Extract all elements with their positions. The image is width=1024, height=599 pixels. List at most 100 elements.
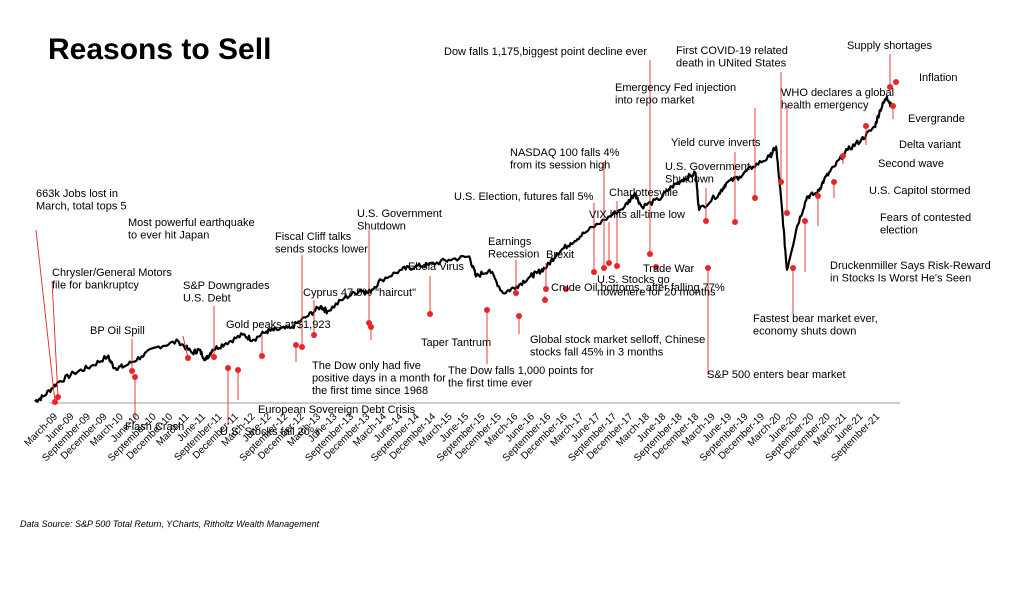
annotation-label-line: to ever hit Japan [128, 230, 209, 242]
annotation-label: Ebola Virus [408, 261, 465, 273]
annotation-marker [211, 354, 217, 360]
annotation-label-line: European Sovereign Debt Crisis [258, 404, 416, 416]
annotation-label: First COVID-19 related death in UNited St… [676, 45, 788, 70]
annotation-label: U.S. Stocks fall 20% [220, 426, 320, 438]
annotation-label-line: Emergency Fed injection [615, 82, 736, 94]
annotation-label-line: U.S. Election, futures fall 5% [454, 191, 594, 203]
annotation-marker [225, 365, 231, 371]
annotation-label-line: VIX hits all-time low [589, 209, 685, 221]
annotation-marker [513, 290, 519, 296]
annotation-label-line: Recession [488, 249, 539, 261]
annotation-label: Emergency Fed injection into repo market [615, 82, 736, 107]
annotation-marker [890, 103, 896, 109]
annotation-label: U.S. Election, futures fall 5% [454, 191, 594, 203]
annotation-label-line: Charlottesville [609, 187, 678, 199]
annotation-label-line: U.S. Government [665, 161, 750, 173]
annotation-label-line: Druckenmiller Says Risk-Reward [830, 260, 991, 272]
annotation-marker [831, 179, 837, 185]
annotation-label-line: Most powerful earthquake [128, 217, 255, 229]
annotation-label-line: S&P 500 enters bear market [707, 369, 846, 381]
annotation-label-line: Flash Crash [125, 421, 184, 433]
annotation-label-line: positive days in a month for [312, 373, 446, 385]
annotation-label-line: U.S. Government [357, 208, 442, 220]
annotation-marker [752, 195, 758, 201]
annotation-label-line: from its session high [510, 160, 610, 172]
annotation-marker [55, 394, 61, 400]
annotation-marker [802, 218, 808, 224]
annotation-marker [543, 286, 549, 292]
annotation-label: Taper Tantrum [421, 337, 491, 349]
annotation-marker [653, 264, 659, 270]
annotation-label-line: election [880, 225, 918, 237]
annotation-label: S&P 500 enters bear market [707, 369, 846, 381]
annotation-label-line: Cyprus 47.5% "haircut" [303, 287, 416, 299]
annotation-marker [185, 355, 191, 361]
annotation-label-line: stocks fall 45% in 3 months [530, 347, 664, 359]
annotation-label-line: Evergrande [908, 113, 965, 125]
annotation-label-line: Dow falls 1,175,biggest point decline ev… [444, 46, 647, 58]
annotation-label: U.S. Government Shutdown [665, 161, 750, 186]
annotation-label-line: Shutdown [665, 174, 714, 186]
annotation-marker [887, 84, 893, 90]
annotation-label: Dow falls 1,175,biggest point decline ev… [444, 46, 647, 58]
annotation-marker [893, 79, 899, 85]
annotation-label: Inflation [919, 72, 958, 84]
annotation-label-line: Brexit [546, 249, 574, 261]
annotation-label-line: Yield curve inverts [671, 137, 761, 149]
annotation-marker [52, 399, 58, 405]
annotation-label-line: The Dow falls 1,000 points for [448, 365, 594, 377]
annotation-marker [601, 265, 607, 271]
annotation-label-line: The Dow only had five [312, 360, 421, 372]
annotation-marker [591, 269, 597, 275]
annotation-label: Druckenmiller Says Risk-Reward in Stocks … [830, 260, 991, 285]
annotation-marker [129, 368, 135, 374]
annotation-leader [51, 280, 59, 398]
annotation-label-line: health emergency [781, 100, 869, 112]
annotation-label-line: Global stock market selloff, Chinese [530, 334, 705, 346]
annotation-label: WHO declares a global health emergency [781, 87, 894, 112]
annotation-label: Chrysler/General Motors file for bankrupt… [52, 267, 172, 292]
annotation-label: Delta variant [899, 139, 961, 151]
annotation-label: European Sovereign Debt Crisis [258, 404, 416, 416]
annotation-label-line: 663k Jobs lost in [36, 188, 118, 200]
annotation-labels: 663k Jobs lost in March, total tops 5 Chry… [36, 40, 991, 438]
annotation-label-line: Inflation [919, 72, 958, 84]
annotation-label-line: BP Oil Spill [90, 325, 145, 337]
annotation-label: Fastest bear market ever, economy shuts d… [753, 313, 878, 338]
annotation-marker [703, 218, 709, 224]
annotation-label-line: Taper Tantrum [421, 337, 491, 349]
annotation-marker [235, 367, 241, 373]
annotation-label-line: March, total tops 5 [36, 201, 127, 213]
annotation-marker [293, 342, 299, 348]
annotation-label-line: sends stocks lower [275, 244, 368, 256]
annotation-marker [863, 123, 869, 129]
annotation-label: Fiscal Cliff talks sends stocks lower [275, 231, 368, 256]
annotation-marker [484, 307, 490, 313]
annotation-marker [614, 263, 620, 269]
annotation-marker [516, 313, 522, 319]
annotation-label-line: Delta variant [899, 139, 961, 151]
annotation-label: Crude Oil bottoms, after falling 77% [551, 282, 725, 294]
annotation-label: Most powerful earthquake to ever hit Japa… [128, 217, 255, 242]
annotation-label-line: Ebola Virus [408, 261, 465, 273]
annotation-marker [790, 265, 796, 271]
annotation-label-line: U.S. Debt [183, 293, 231, 305]
annotation-label-line: U.S. Stocks fall 20% [220, 426, 320, 438]
annotation-marker [427, 311, 433, 317]
annotation-label-line: Fears of contested [880, 212, 971, 224]
annotation-marker [132, 374, 138, 380]
annotation-label: The Dow falls 1,000 points for the first … [448, 365, 594, 390]
annotation-label-line: Second wave [878, 158, 944, 170]
annotation-marker [705, 265, 711, 271]
annotation-label-line: S&P Downgrades [183, 280, 270, 292]
annotation-label-line: U.S. Capitol stormed [869, 185, 970, 197]
annotation-marker [259, 353, 265, 359]
chart-title: Reasons to Sell [48, 33, 271, 66]
annotation-marker [815, 193, 821, 199]
annotation-label-line: into repo market [615, 95, 694, 107]
annotation-label: Evergrande [908, 113, 965, 125]
annotation-label-line: Fastest bear market ever, [753, 313, 878, 325]
annotation-label: Second wave [878, 158, 944, 170]
annotation-label: S&P Downgrades U.S. Debt [183, 280, 270, 305]
annotation-label: 663k Jobs lost in March, total tops 5 [36, 188, 127, 213]
